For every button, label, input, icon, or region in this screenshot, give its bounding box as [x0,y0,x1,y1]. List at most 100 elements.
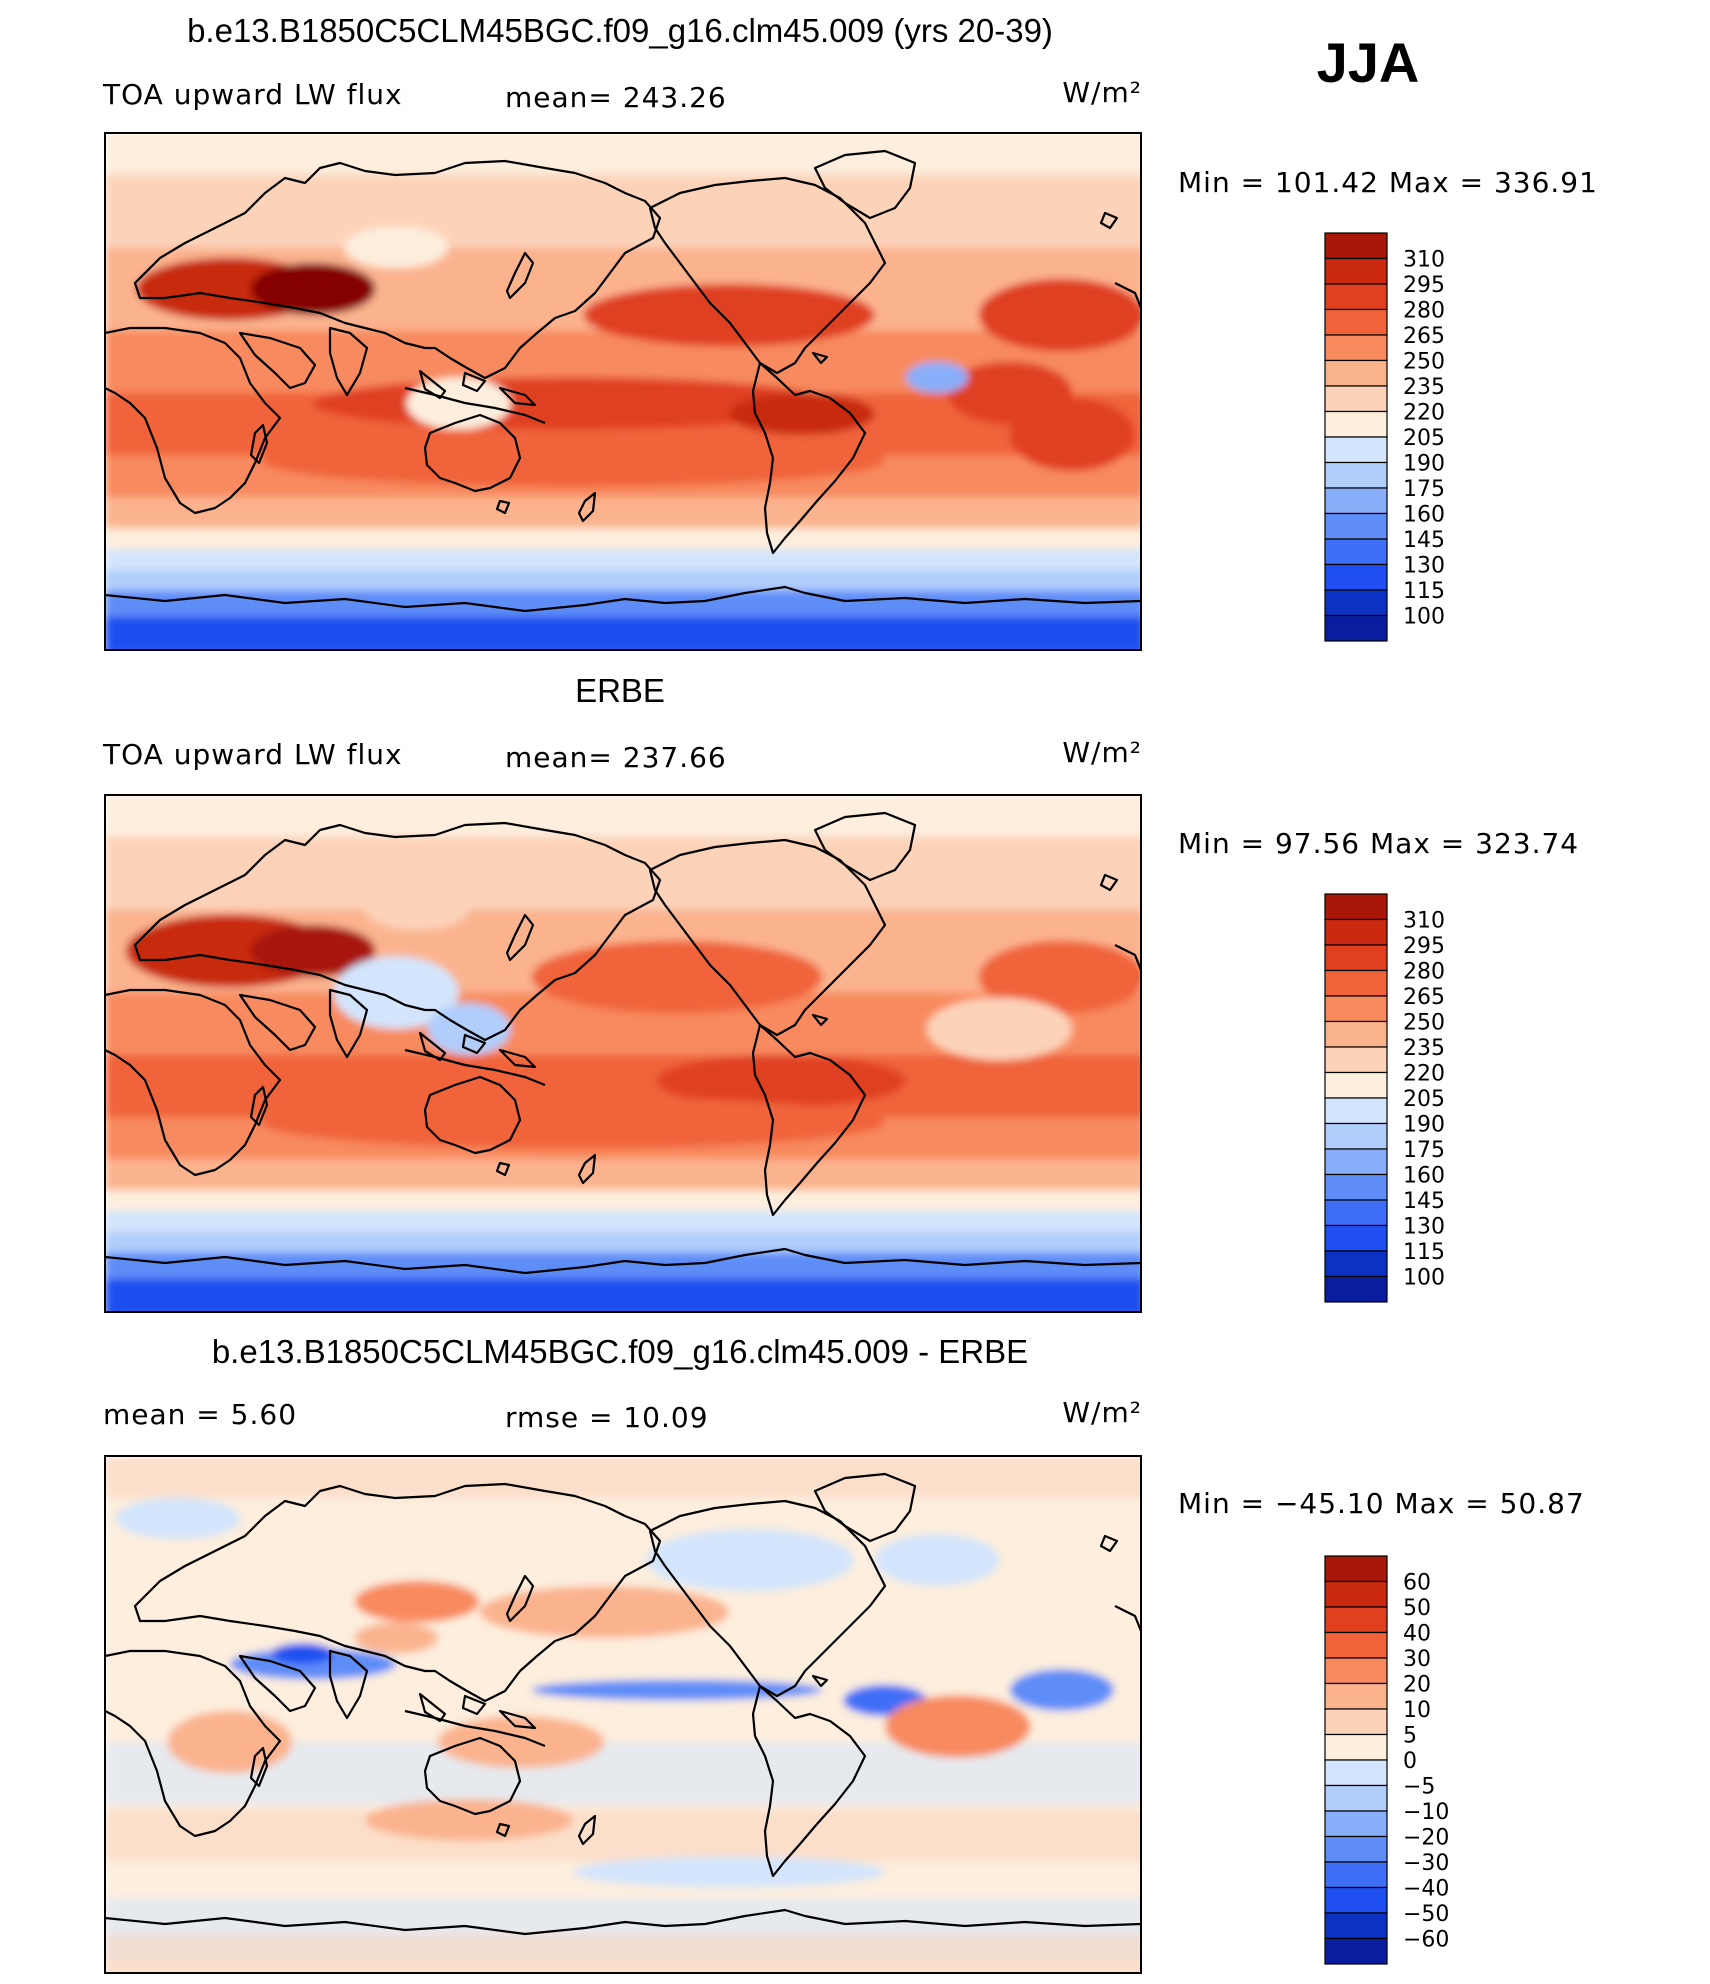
panel-1: b.e13.B1850C5CLM45BGC.f09_g16.clm45.009 … [102,12,1598,651]
colorbar-tick-label: 160 [1403,503,1445,528]
min-max-label: Min = 101.42 Max = 336.91 [1178,166,1598,199]
left-label: TOA upward LW flux [102,78,403,111]
colorbar-tick-label: 190 [1403,452,1445,477]
colorbar-tick-label: 265 [1403,985,1445,1010]
colorbar-tick-label: 40 [1403,1622,1431,1647]
colorbar-swatch [1324,1046,1388,1074]
map-plot [104,794,1142,1313]
colorbar-tick-label: 250 [1403,1011,1445,1036]
units-label: W/m² [1062,1396,1142,1429]
panel-title: b.e13.B1850C5CLM45BGC.f09_g16.clm45.009 … [212,1333,1028,1370]
colorbar-tick-label: 235 [1403,1036,1445,1061]
map-frame [104,132,1142,651]
colorbar-tick-label: 0 [1403,1749,1417,1774]
colorbar-swatch [1324,1097,1388,1125]
colorbar-tick-label: −10 [1403,1800,1449,1825]
colorbar-tick-label: 130 [1403,1215,1445,1240]
colorbar-swatch [1324,385,1388,413]
colorbar: 3102952802652502352202051901751601451301… [1324,232,1445,642]
colorbar-tick-label: 50 [1403,1596,1431,1621]
colorbar-swatch [1324,1173,1388,1201]
colorbar-tick-label: 115 [1403,1240,1445,1265]
colorbar-swatch [1324,1886,1388,1914]
colorbar-swatch [1324,1606,1388,1634]
colorbar-swatch [1324,512,1388,540]
colorbar-swatch [1324,410,1388,438]
colorbar-tick-label: −20 [1403,1826,1449,1851]
colorbar-tick-label: 220 [1403,401,1445,426]
colorbar-swatch [1324,1733,1388,1761]
colorbar-tick-label: −40 [1403,1877,1449,1902]
colorbar-swatch [1324,893,1388,921]
colorbar-tick-label: 100 [1403,1266,1445,1291]
colorbar-swatch [1324,1810,1388,1838]
mid-label: mean= 243.26 [505,81,727,114]
colorbar-tick-label: 205 [1403,426,1445,451]
colorbar-tick-label: 310 [1403,248,1445,273]
left-label: mean = 5.60 [103,1398,297,1431]
colorbar-swatch [1324,538,1388,566]
colorbar-swatch [1324,436,1388,464]
colorbar-swatch [1324,1199,1388,1227]
colorbar-swatch [1324,1937,1388,1965]
panel-3: b.e13.B1850C5CLM45BGC.f09_g16.clm45.009 … [103,1333,1585,1974]
colorbar-swatch [1324,308,1388,336]
colorbar-swatch [1324,1148,1388,1176]
colorbar-tick-label: 280 [1403,299,1445,324]
colorbar-tick-label: 265 [1403,324,1445,349]
colorbar-tick-label: 145 [1403,528,1445,553]
colorbar-tick-label: 100 [1403,605,1445,630]
colorbar-tick-label: 220 [1403,1062,1445,1087]
colorbar-tick-label: 295 [1403,273,1445,298]
mid-label: mean= 237.66 [505,741,727,774]
panel-title: b.e13.B1850C5CLM45BGC.f09_g16.clm45.009 … [187,12,1053,49]
colorbar-swatch [1324,1224,1388,1252]
min-max-label: Min = −45.10 Max = 50.87 [1178,1487,1585,1520]
colorbar-swatch [1324,944,1388,972]
map-frame [104,794,1142,1313]
colorbar-swatch [1324,969,1388,997]
colorbar-swatch [1324,995,1388,1023]
colorbar-tick-label: 190 [1403,1113,1445,1138]
colorbar-tick-label: 115 [1403,579,1445,604]
map-plot [104,132,1142,651]
map-plot [104,1455,1142,1974]
colorbar-swatch [1324,1861,1388,1889]
colorbar-swatch [1324,283,1388,311]
colorbar-tick-label: 250 [1403,350,1445,375]
colorbar-swatch [1324,1275,1388,1303]
colorbar-swatch [1324,1020,1388,1048]
colorbar-tick-label: 205 [1403,1087,1445,1112]
colorbar-swatch [1324,1784,1388,1812]
colorbar-tick-label: 60 [1403,1571,1431,1596]
colorbar-swatch [1324,1555,1388,1583]
mid-label: rmse = 10.09 [505,1401,709,1434]
colorbar-tick-label: 160 [1403,1164,1445,1189]
colorbar-swatch [1324,1631,1388,1659]
season-label: JJA [1317,31,1420,94]
panel-2: ERBE TOA upward LW flux mean= 237.66 W/m² Mi… [102,672,1578,1313]
colorbar-swatch [1324,563,1388,591]
colorbar-tick-label: 235 [1403,375,1445,400]
colorbar-tick-label: −5 [1403,1775,1435,1800]
colorbar-tick-label: 175 [1403,1138,1445,1163]
colorbar-tick-label: 175 [1403,477,1445,502]
colorbar-swatch [1324,461,1388,489]
colorbar-swatch [1324,589,1388,617]
colorbar-tick-label: 295 [1403,934,1445,959]
colorbar-swatch [1324,1682,1388,1710]
colorbar-tick-label: −50 [1403,1902,1449,1927]
colorbar-swatch [1324,918,1388,946]
colorbar-tick-label: 20 [1403,1673,1431,1698]
colorbar-swatch [1324,1122,1388,1150]
left-label: TOA upward LW flux [102,738,403,771]
colorbar-swatch [1324,1835,1388,1863]
colorbar-swatch [1324,1708,1388,1736]
colorbar-tick-label: 280 [1403,960,1445,985]
panel-title: ERBE [575,672,665,709]
colorbar-swatch [1324,334,1388,362]
units-label: W/m² [1062,736,1142,769]
units-label: W/m² [1062,76,1142,109]
map-frame [104,1455,1142,1974]
